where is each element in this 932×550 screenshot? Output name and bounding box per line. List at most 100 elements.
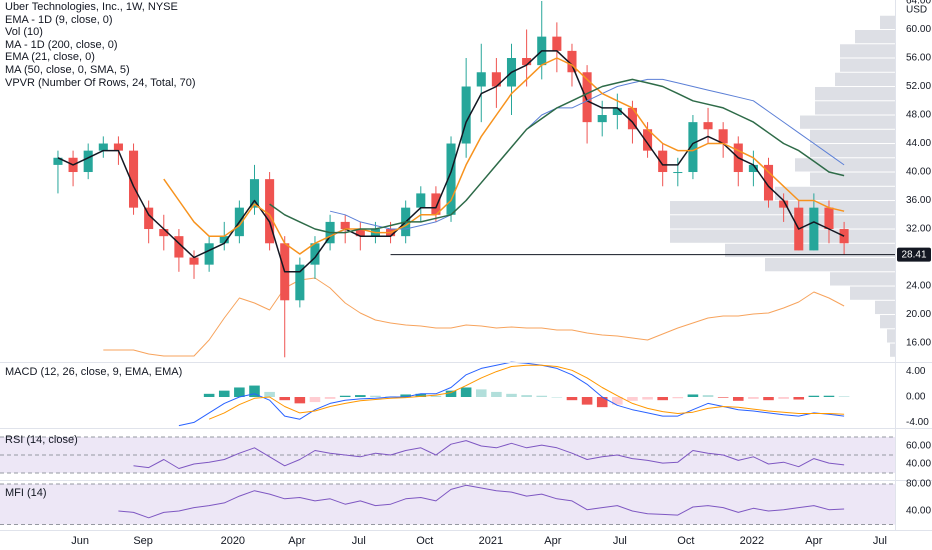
candle-body: [416, 193, 426, 208]
candle-body: [98, 143, 108, 151]
volume-profile-bar: [795, 158, 895, 172]
x-tick-label: Jul: [352, 535, 366, 547]
x-tick-label: Oct: [677, 535, 694, 547]
macd-histogram-bar: [748, 397, 759, 399]
x-tick-label: Jun: [71, 535, 89, 547]
macd-histogram-bar: [732, 397, 744, 401]
macd-histogram-bar: [475, 389, 487, 398]
macd-histogram-bar: [808, 395, 820, 398]
candle-body: [129, 150, 139, 208]
last-price-box: [897, 247, 931, 262]
candle-body: [113, 143, 123, 151]
macd-histogram-bar: [445, 390, 457, 398]
candle-body: [688, 122, 698, 173]
volume-profile-bar: [850, 286, 895, 300]
volume-profile-bar: [835, 72, 895, 87]
macd-line: [208, 364, 845, 420]
candle-body: [219, 236, 229, 244]
candle-body: [431, 193, 441, 215]
volume-line: [103, 277, 845, 357]
macd-histogram-bar: [566, 397, 578, 401]
y-tick-label: 56.00: [906, 53, 931, 64]
macd-histogram-bar: [460, 387, 472, 398]
y-tick-label: 60.00: [906, 24, 931, 35]
candle-body: [476, 72, 486, 87]
volume-profile-bar: [840, 58, 895, 72]
candle-body: [582, 72, 592, 123]
macd-histogram-bar: [264, 391, 275, 398]
macd-histogram-bar: [642, 397, 653, 400]
candle-body: [703, 122, 713, 130]
macd-histogram-bar: [717, 397, 729, 398]
y-tick-label: 44.00: [906, 138, 931, 149]
candle-body: [340, 221, 350, 230]
y-tick-label: 40.00: [906, 167, 931, 178]
y-tick-label: 32.00: [906, 224, 931, 235]
y-tick-label: 80.00: [906, 479, 931, 490]
pane-title: MACD (12, 26, close, 9, EMA, EMA): [5, 366, 182, 378]
macd-histogram-bar: [823, 395, 835, 398]
volume-profile-bar: [800, 115, 895, 129]
candle-body: [824, 207, 834, 230]
volume-profile-bar: [855, 30, 895, 44]
legend-entry: EMA (21, close, 0): [5, 51, 95, 63]
candle-body: [748, 164, 758, 173]
volume-profile-bar: [670, 229, 895, 243]
chart-title: Uber Technologies, Inc., 1W, NYSE: [5, 1, 178, 13]
overlay-line: [163, 57, 845, 255]
macd-histogram-bar: [355, 395, 366, 398]
legend-entry: MA - 1D (200, close, 0): [5, 39, 118, 51]
y-tick-label: 40.00: [906, 459, 931, 470]
volume-profile-bar: [810, 144, 895, 158]
candle-body: [809, 207, 819, 251]
candle-body: [491, 72, 501, 87]
candle-body: [522, 58, 532, 66]
x-tick-label: 2021: [479, 535, 503, 547]
volume-profile-bar: [887, 329, 895, 343]
candle-body: [53, 157, 63, 165]
candle-body: [310, 243, 320, 265]
volume-profile-bar: [810, 129, 895, 144]
candle-body: [567, 50, 577, 73]
x-tick-label: Apr: [288, 535, 305, 547]
macd-histogram-bar: [596, 397, 608, 408]
pane-title: MFI (14): [5, 487, 47, 499]
macd-histogram-bar: [687, 394, 699, 398]
candle-body: [189, 257, 199, 265]
macd-histogram-bar: [234, 387, 245, 398]
candle-body: [159, 229, 169, 237]
macd-histogram-bar: [294, 397, 306, 404]
macd-histogram-bar: [218, 390, 230, 398]
legend-entry: EMA - 1D (9, close, 0): [5, 14, 113, 26]
volume-profile-bar: [815, 101, 895, 115]
candle-body: [612, 107, 622, 116]
macd-histogram-bar: [838, 396, 850, 398]
macd-histogram-bar: [612, 397, 623, 405]
y-tick-label: 60.00: [906, 441, 931, 452]
candle-body: [174, 236, 184, 258]
x-tick-label: Apr: [805, 535, 822, 547]
macd-histogram-bar: [627, 397, 638, 401]
legend-entry: VPVR (Number Of Rows, 24, Total, 70): [5, 77, 196, 89]
y-tick-label: 24.00: [906, 281, 931, 292]
x-tick-label: Jul: [613, 535, 627, 547]
macd-histogram-bar: [536, 395, 548, 398]
macd-histogram-bar: [763, 397, 774, 401]
x-tick-label: Jul: [873, 535, 887, 547]
x-tick-label: 2022: [740, 535, 764, 547]
y-tick-label: -4.00: [906, 417, 929, 428]
macd-histogram-bar: [778, 397, 789, 399]
macd-histogram-bar: [400, 394, 411, 398]
macd-histogram-bar: [521, 395, 532, 398]
y-tick-label: 48.00: [906, 110, 931, 121]
macd-histogram-bar: [324, 397, 336, 399]
mfi-band: [0, 483, 895, 525]
macd-histogram-bar: [203, 393, 215, 398]
candle-body: [779, 200, 789, 208]
candle-body: [204, 243, 214, 265]
volume-profile-bar: [880, 15, 895, 30]
legend-entry: MA (50, close, 0, SMA, 5): [5, 64, 130, 76]
mfi-line: [118, 484, 845, 519]
